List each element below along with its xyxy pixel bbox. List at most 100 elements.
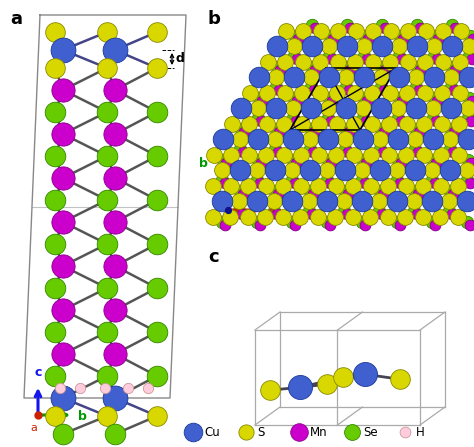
Point — [420, 151, 428, 158]
Point — [293, 97, 301, 104]
Point — [306, 198, 313, 205]
Point — [376, 166, 384, 173]
Point — [361, 53, 368, 60]
Point — [464, 156, 472, 163]
Point — [124, 384, 132, 392]
Point — [359, 166, 366, 173]
Point — [431, 180, 439, 187]
Point — [111, 219, 119, 226]
Point — [210, 182, 217, 189]
Point — [415, 128, 422, 135]
Point — [360, 115, 367, 122]
Point — [449, 149, 457, 156]
Point — [393, 177, 401, 184]
Point — [306, 208, 313, 215]
Point — [433, 118, 440, 125]
Point — [253, 218, 260, 225]
Point — [346, 66, 354, 73]
Point — [258, 97, 265, 104]
Point — [432, 159, 439, 166]
Point — [341, 198, 348, 205]
Point — [309, 211, 316, 218]
Point — [344, 190, 351, 197]
Point — [307, 125, 314, 132]
Point — [422, 27, 430, 34]
Point — [350, 151, 358, 158]
Text: Cu: Cu — [204, 426, 220, 439]
Point — [439, 89, 447, 96]
Point — [446, 208, 453, 215]
Point — [332, 213, 339, 220]
Point — [325, 73, 333, 80]
Point — [412, 84, 420, 91]
Point — [411, 166, 419, 173]
Point — [51, 372, 59, 380]
Point — [306, 166, 314, 173]
Point — [311, 66, 319, 73]
Point — [335, 27, 342, 34]
Point — [111, 131, 119, 138]
Point — [144, 384, 152, 392]
Point — [395, 105, 402, 112]
Point — [306, 187, 313, 194]
Point — [429, 115, 437, 122]
Point — [398, 97, 405, 104]
Point — [325, 115, 332, 122]
Point — [309, 22, 316, 29]
Point — [342, 105, 350, 112]
Point — [399, 56, 406, 63]
Point — [415, 149, 422, 156]
Point — [317, 27, 325, 34]
Point — [361, 371, 369, 378]
Point — [51, 64, 59, 72]
Point — [401, 428, 409, 435]
Point — [307, 105, 315, 112]
Point — [465, 73, 473, 80]
Point — [263, 120, 271, 127]
Point — [468, 56, 474, 63]
Point — [468, 97, 474, 104]
Point — [59, 131, 67, 138]
Point — [414, 190, 421, 197]
Point — [264, 89, 271, 96]
Point — [253, 198, 261, 205]
Point — [343, 84, 350, 91]
Point — [379, 22, 386, 29]
Point — [237, 105, 245, 112]
Point — [273, 63, 281, 70]
Point — [290, 115, 297, 122]
Point — [404, 58, 412, 65]
Point — [413, 22, 421, 29]
Point — [153, 109, 161, 116]
Point — [396, 32, 403, 39]
Point — [307, 135, 314, 143]
Point — [264, 58, 272, 65]
Point — [455, 182, 462, 189]
Point — [271, 166, 279, 173]
Point — [254, 166, 261, 173]
Point — [370, 27, 377, 34]
Point — [351, 120, 358, 127]
Point — [360, 73, 368, 80]
Point — [189, 428, 197, 435]
Point — [429, 135, 437, 143]
Point — [378, 73, 385, 80]
Point — [352, 58, 359, 65]
Point — [393, 198, 401, 205]
Point — [439, 58, 447, 65]
Point — [361, 32, 368, 39]
Text: d: d — [176, 52, 185, 66]
Point — [242, 428, 250, 435]
Point — [449, 190, 456, 197]
Point — [339, 374, 347, 381]
Point — [103, 196, 111, 203]
Point — [103, 284, 111, 291]
Point — [447, 84, 455, 91]
Point — [437, 213, 444, 220]
Point — [466, 32, 474, 39]
Point — [386, 120, 393, 127]
Point — [340, 208, 348, 215]
Point — [447, 105, 455, 112]
Point — [273, 84, 280, 91]
Point — [431, 221, 438, 228]
